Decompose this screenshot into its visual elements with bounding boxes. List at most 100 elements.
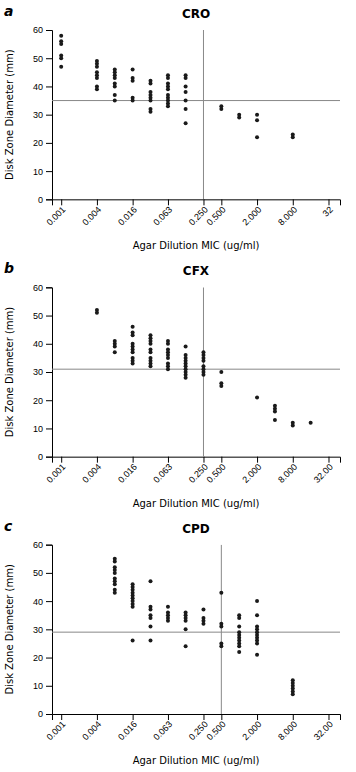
x-tick-label: 0.500 xyxy=(205,204,228,227)
x-tick: 2.000 xyxy=(240,457,263,485)
point xyxy=(166,356,170,360)
marks xyxy=(52,287,340,456)
point xyxy=(255,395,259,399)
point xyxy=(201,373,205,377)
point xyxy=(148,342,152,346)
x-tick-label: 0.001 xyxy=(45,462,68,485)
y-tick: 30 xyxy=(33,625,52,635)
point xyxy=(255,641,259,645)
y-axis-line xyxy=(46,545,53,714)
y-tick: 10 xyxy=(33,681,52,691)
point xyxy=(113,76,117,80)
y-tick: 20 xyxy=(33,138,52,148)
y-axis-title: Disk Zone Diameter (mm) xyxy=(4,49,15,180)
point xyxy=(166,367,170,371)
point xyxy=(255,113,259,117)
x-tick-mark xyxy=(203,714,204,720)
y-tick-mark xyxy=(46,372,52,373)
x-tick: 8.000 xyxy=(276,199,299,227)
panel: 0.0010.0040.0160.0630.2500.5002.0008.000… xyxy=(4,518,341,766)
y-tick-label: 50 xyxy=(33,54,43,64)
point xyxy=(131,350,135,354)
point xyxy=(59,56,63,60)
y-tick-mark xyxy=(46,316,52,317)
y-tick-mark xyxy=(46,629,52,630)
x-tick: 8.000 xyxy=(276,714,299,742)
y-tick-label: 0 xyxy=(38,452,43,462)
y-tick-mark xyxy=(46,545,52,546)
y-tick: 60 xyxy=(33,25,52,35)
x-tick: 0.500 xyxy=(205,714,228,742)
y-tick-mark xyxy=(46,714,52,715)
y-tick-label: 20 xyxy=(33,138,43,148)
x-tick-label: 8.000 xyxy=(276,204,299,227)
x-tick-mark xyxy=(221,457,222,463)
point xyxy=(255,599,259,603)
x-tick: 0.500 xyxy=(205,199,228,227)
y-axis: 0102030405060 xyxy=(33,540,53,719)
y-tick: 60 xyxy=(33,283,52,293)
x-tick-label: 8.000 xyxy=(276,462,299,485)
reference-vline xyxy=(221,545,222,714)
x-tick-label: 0.250 xyxy=(187,204,210,227)
point xyxy=(166,605,170,609)
y-tick-mark xyxy=(46,601,52,602)
point xyxy=(113,99,117,103)
y-tick: 0 xyxy=(38,709,52,719)
x-tick: 2.000 xyxy=(240,199,263,227)
point xyxy=(113,345,117,349)
x-tick-mark xyxy=(97,714,98,720)
x-tick-mark xyxy=(168,714,169,720)
y-tick: 30 xyxy=(33,367,52,377)
plot-area: 0.0010.0040.0160.0630.2500.5002.0008.000… xyxy=(33,540,341,742)
point xyxy=(166,76,170,80)
point xyxy=(148,350,152,354)
point xyxy=(237,625,241,629)
y-tick-mark xyxy=(46,344,52,345)
y-tick-label: 0 xyxy=(38,195,43,205)
x-tick: 0.016 xyxy=(116,457,139,485)
point xyxy=(148,99,152,103)
point xyxy=(113,591,117,595)
x-tick: 2.000 xyxy=(240,714,263,742)
point xyxy=(131,68,135,72)
y-tick-label: 40 xyxy=(33,596,43,606)
y-axis: 0102030405060 xyxy=(33,283,53,462)
point xyxy=(148,82,152,86)
point xyxy=(291,692,295,696)
y-axis-title: Disk Zone Diameter (mm) xyxy=(4,307,15,438)
y-tick-mark xyxy=(46,199,52,200)
y-axis: 0102030405060 xyxy=(33,25,53,204)
y-tick-label: 60 xyxy=(33,25,43,35)
point xyxy=(273,410,277,414)
figure: 0.0010.0040.0160.0630.2500.5002.0008.000… xyxy=(0,0,356,772)
x-tick-label: 0.250 xyxy=(187,462,210,485)
panel-label: c xyxy=(4,518,13,534)
x-tick-mark xyxy=(203,199,204,205)
y-tick-mark xyxy=(46,30,52,31)
x-tick-label: 0.001 xyxy=(45,719,68,742)
x-tick-mark xyxy=(293,457,294,463)
y-tick: 20 xyxy=(33,396,52,406)
point xyxy=(166,342,170,346)
y-tick-label: 30 xyxy=(33,110,43,120)
x-tick-mark xyxy=(97,199,98,205)
y-tick: 0 xyxy=(38,452,52,462)
y-tick-mark xyxy=(46,143,52,144)
x-tick-label: 0.500 xyxy=(205,462,228,485)
y-tick-label: 40 xyxy=(33,339,43,349)
x-tick-label: 0.001 xyxy=(45,204,68,227)
point xyxy=(113,350,117,354)
point xyxy=(166,104,170,108)
point xyxy=(59,42,63,46)
point xyxy=(166,87,170,91)
plot-area: 0.0010.0040.0160.0630.2500.5002.0008.000… xyxy=(33,25,341,227)
panel-label: b xyxy=(4,260,14,276)
x-tick-label: 2.000 xyxy=(240,204,263,227)
point xyxy=(219,107,223,111)
point xyxy=(184,99,188,103)
point xyxy=(201,622,205,626)
y-tick-label: 50 xyxy=(33,311,43,321)
x-axis-title: Agar Dilution MIC (ug/ml) xyxy=(133,240,260,251)
x-tick-mark xyxy=(328,714,329,720)
